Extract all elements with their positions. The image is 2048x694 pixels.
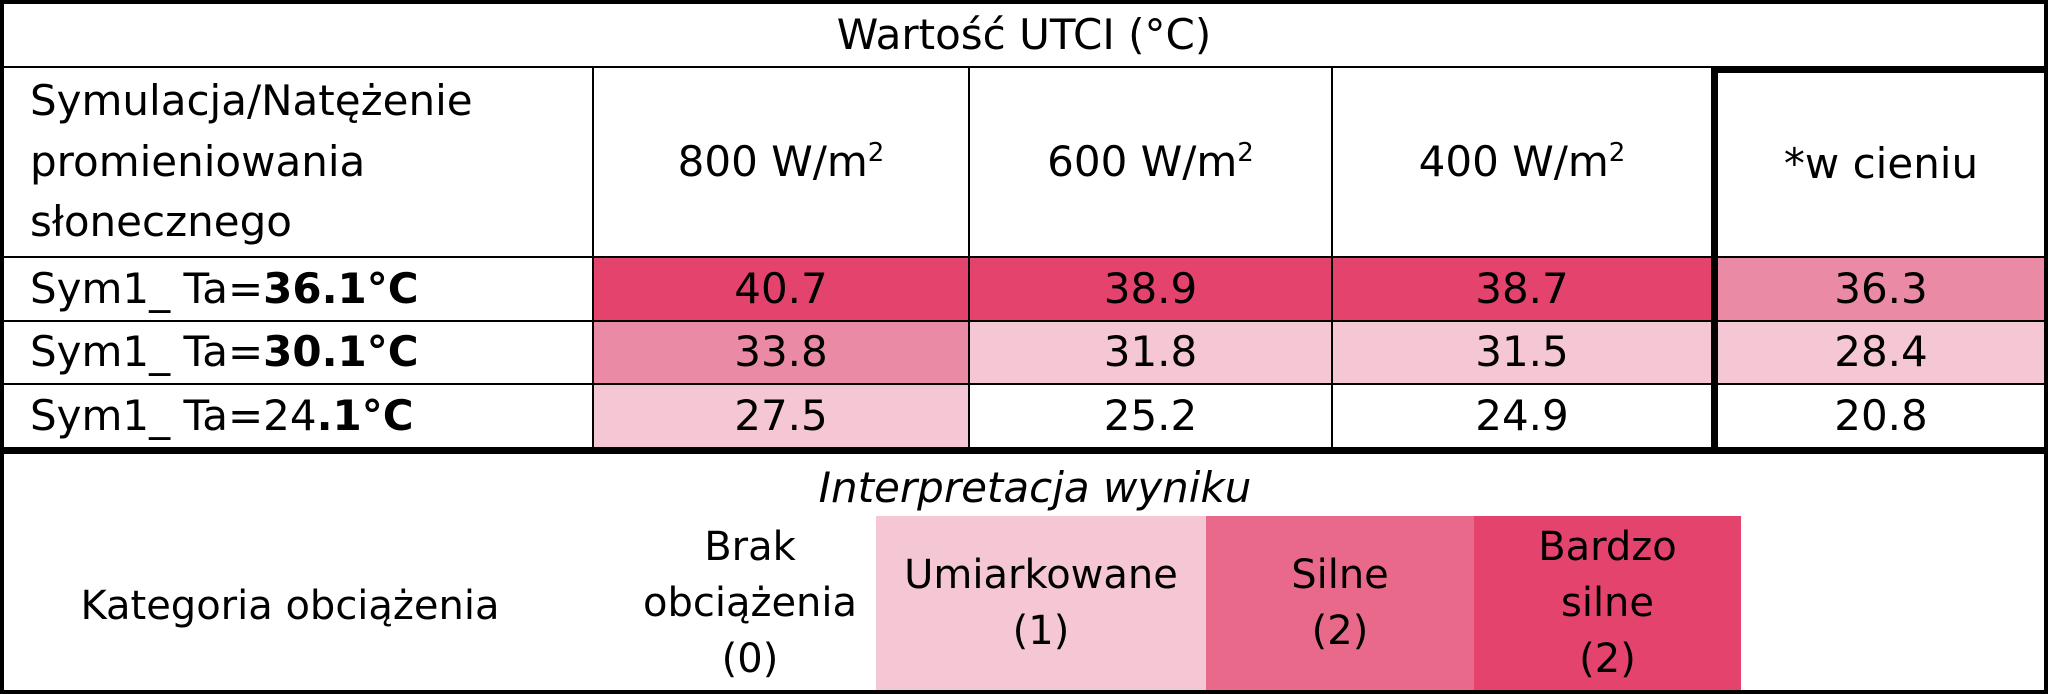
legend-very-strong-line-3: (2) [1579,636,1636,682]
row-3-label: Sym1_ Ta=24.1°C [4,385,592,447]
legend-title-text: Interpretacja wyniku [818,462,1252,512]
legend-moderate-line-1: Umiarkowane [904,552,1178,598]
header-col-shade: *w cieniu [1718,73,2044,256]
row-1-label-prefix: Sym1_ Ta= [30,263,264,313]
row-2-label: Sym1_ Ta=30.1°C [4,322,592,383]
row-2-800: 33.8 [594,322,968,383]
row-2-800-value: 33.8 [734,327,828,377]
row-3-400: 24.9 [1333,385,1711,447]
row-1-800: 40.7 [594,258,968,320]
legend-none-line-1: Brak [704,524,796,570]
header-col-400-text: 400 W/m [1418,136,1609,186]
header-col-800-text: 800 W/m [677,136,868,186]
header-simulation-line-1: Symulacja/Natężenie [30,75,473,125]
row-3-800: 27.5 [594,385,968,447]
legend-strong-line-1: Silne [1291,552,1389,598]
row-3-shade-value: 20.8 [1834,390,1928,440]
row-1-shade-value: 36.3 [1834,263,1928,313]
header-col-800: 800 W/m2 [594,68,968,256]
row-3-800-value: 27.5 [734,390,828,440]
legend-title: Interpretacja wyniku [520,458,1550,518]
row-1-label: Sym1_ Ta=36.1°C [4,258,592,320]
row-1-800-value: 40.7 [734,263,828,313]
row-3-600: 25.2 [970,385,1331,447]
row-1-shade: 36.3 [1718,258,2044,320]
row-1-600-value: 38.9 [1103,263,1198,313]
table-title: Wartość UTCI (°C) [4,4,2044,66]
header-col-400-sup: 2 [1608,137,1626,168]
row-1-400-value: 38.7 [1475,263,1569,313]
row-3-400-value: 24.9 [1475,390,1569,440]
row-2-600: 31.8 [970,322,1331,383]
header-simulation-line-3: słonecznego [30,197,292,247]
legend-very-strong-line-2: silne [1560,580,1655,626]
legend-none-line-2: obciążenia [642,580,858,626]
header-col-shade-text: *w cieniu [1783,139,1979,189]
legend-strong-line-2: (2) [1311,608,1369,654]
row-1-400: 38.7 [1333,258,1711,320]
row-1-label-bold: 36.1°C [263,263,419,313]
legend-none-line-3: (0) [721,636,779,682]
legend-category-strong: Silne (2) [1206,516,1474,690]
row-2-600-value: 31.8 [1103,327,1198,377]
legend-category-none: Brak obciążenia (0) [625,516,875,690]
header-simulation-line-2: promieniowania [30,136,366,186]
row-2-shade: 28.4 [1718,322,2044,383]
legend-category-very-strong: Bardzo silne (2) [1474,516,1741,690]
legend-moderate-line-2: (1) [1012,608,1070,654]
legend-category-moderate: Umiarkowane (1) [876,516,1206,690]
header-simulation-label: Symulacja/Natężenie promieniowania słone… [4,68,592,256]
row-2-400: 31.5 [1333,322,1711,383]
legend-label-text: Kategoria obciążenia [80,583,500,629]
row-3-label-bold: .1°C [316,390,414,440]
row-2-label-bold: 30.1°C [263,327,419,377]
row-3-600-value: 25.2 [1103,390,1198,440]
header-col-600-text: 600 W/m [1047,136,1238,186]
legend-very-strong-line-1: Bardzo [1538,524,1677,570]
row-1-600: 38.9 [970,258,1331,320]
legend-label: Kategoria obciążenia [60,566,520,646]
header-col-400: 400 W/m2 [1333,68,1711,256]
row-2-label-prefix: Sym1_ Ta= [30,327,264,377]
row-3-shade: 20.8 [1718,385,2044,447]
header-col-600: 600 W/m2 [970,68,1331,256]
table-title-text: Wartość UTCI (°C) [836,9,1212,59]
row-3-label-prefix: Sym1_ Ta=24 [30,390,317,440]
row-2-shade-value: 28.4 [1834,327,1928,377]
header-col-800-sup: 2 [867,137,885,168]
header-col-600-sup: 2 [1237,137,1254,168]
row-2-400-value: 31.5 [1475,327,1569,377]
